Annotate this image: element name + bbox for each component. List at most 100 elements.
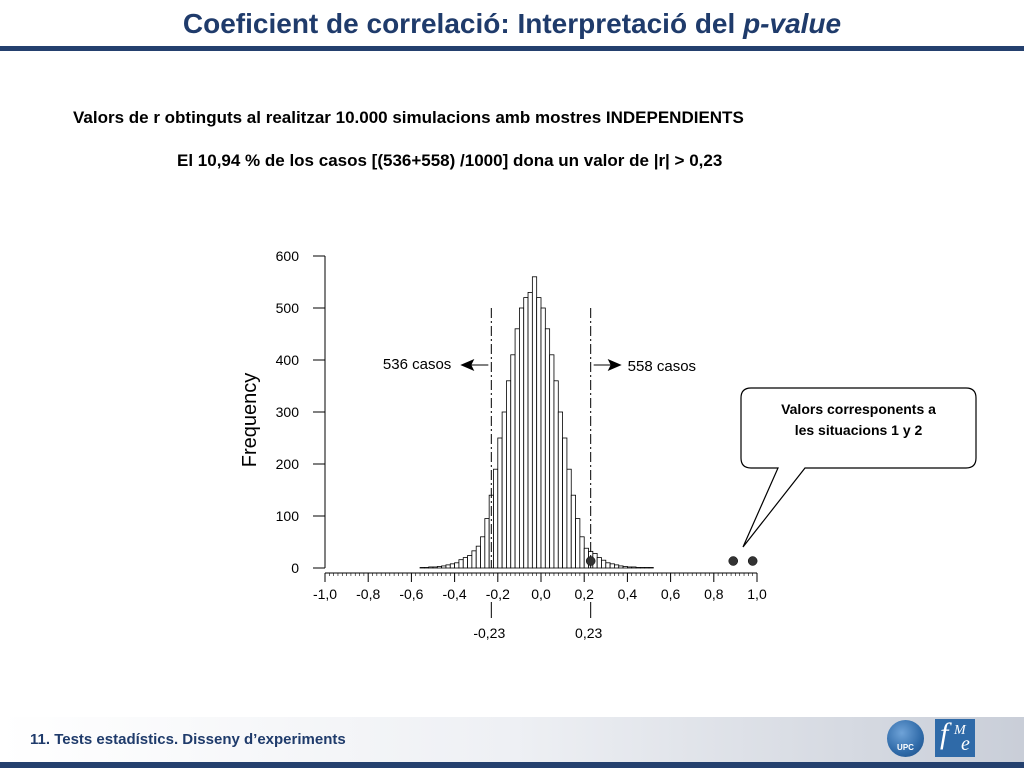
histogram-bar <box>536 297 542 569</box>
subtitle-simulations: Valors de r obtinguts al realitzar 10.00… <box>73 108 744 127</box>
histogram-bar <box>471 550 477 569</box>
highlight-points <box>585 556 758 566</box>
histogram-bar <box>527 291 533 569</box>
y-tick-label: 600 <box>276 248 300 264</box>
slide-title-italic: p-value <box>743 8 842 39</box>
x-tick-label: -0,8 <box>356 586 380 602</box>
histogram-bar <box>614 564 620 569</box>
histogram-bar <box>506 380 512 569</box>
histogram-bar <box>540 307 546 569</box>
histogram-bar <box>458 559 464 569</box>
histogram-bar <box>510 354 516 569</box>
histogram-bar <box>553 380 559 569</box>
histogram-bar <box>475 545 481 569</box>
x-axis: -1,0 -0,8 -0,6 -0,4 -0,2 0,0 0,2 0,4 0,6 0,8 1,0 <box>313 572 767 602</box>
histogram-bar <box>596 557 602 569</box>
x-tick-label: 1,0 <box>747 586 767 602</box>
histogram-bar <box>449 563 455 569</box>
histogram-bar <box>419 567 425 569</box>
histogram-bar <box>570 494 576 569</box>
x-tick-label: -1,0 <box>313 586 337 602</box>
histogram-bar <box>445 564 451 569</box>
histogram-bar <box>423 567 430 569</box>
histogram-bar <box>441 565 447 569</box>
histogram-bar <box>501 411 507 569</box>
cutoff-label: -0,23 <box>473 625 505 641</box>
x-tick-label: 0,2 <box>574 586 594 602</box>
histogram-bar <box>428 566 434 569</box>
histogram-bar <box>575 518 581 569</box>
fme-logo-e: e <box>961 733 970 755</box>
histogram-bar <box>454 562 460 569</box>
fme-logo-m: M <box>954 723 966 738</box>
histogram-bar <box>544 328 551 569</box>
histogram-bars <box>419 276 654 569</box>
histogram-bar <box>627 566 633 569</box>
histogram-bar <box>493 468 499 569</box>
y-tick-label: 0 <box>291 560 299 576</box>
x-tick-label: -0,2 <box>486 586 510 602</box>
histogram-bar <box>484 518 490 569</box>
slide-title-main: Coeficient de correlació: Interpretació … <box>182 8 744 39</box>
x-tick-label: 0,0 <box>531 586 551 602</box>
fme-logo: f M e <box>935 717 975 757</box>
footer-course-title: 11. Tests estadístics. Disseny d’experim… <box>30 731 346 748</box>
cutoff-lines: -0,23 0,23 <box>473 308 603 641</box>
histogram-bar <box>432 566 438 569</box>
histogram-bar <box>622 566 628 569</box>
situation-point <box>728 556 738 566</box>
x-tick-label: -0,6 <box>399 586 423 602</box>
annotations: 536 casos 558 casos <box>383 356 696 375</box>
histogram-bar <box>531 276 538 569</box>
arrow-left-head <box>460 359 475 371</box>
y-tick-label: 100 <box>276 508 300 524</box>
x-tick-label: 0,8 <box>704 586 724 602</box>
x-tick-label: 0,4 <box>618 586 638 602</box>
histogram-bar <box>609 563 615 569</box>
histogram-bar <box>562 437 568 569</box>
histogram-bar <box>605 562 611 569</box>
histogram-chart: 0 100 200 300 400 500 600 -1,0 -0,8 -0,6 -0,4 -0,2… <box>239 248 977 641</box>
histogram-bar <box>639 567 646 569</box>
histogram-bar <box>618 565 624 569</box>
footer-rule <box>0 762 1024 768</box>
title-underline <box>0 46 1024 51</box>
upc-logo: UPC <box>887 720 924 757</box>
y-tick-label: 500 <box>276 300 300 316</box>
y-tick-label: 200 <box>276 456 300 472</box>
histogram-bar <box>436 566 443 569</box>
histogram-bar <box>467 555 473 569</box>
histogram-bar <box>497 437 503 569</box>
histogram-bar <box>635 567 641 569</box>
slide-title: Coeficient de correlació: Interpretació … <box>0 8 1024 40</box>
y-tick-label: 300 <box>276 404 300 420</box>
histogram-bar <box>579 536 585 569</box>
fme-logo-f: f <box>940 717 949 750</box>
subtitle-percentage: El 10,94 % de los casos [(536+558) /1000… <box>177 151 723 170</box>
histogram-bar <box>462 557 468 569</box>
callout-line-1: Valors corresponents a <box>781 401 936 417</box>
histogram-bar <box>644 567 650 569</box>
y-axis-label: Frequency <box>239 373 261 468</box>
histogram-bar <box>601 559 607 569</box>
y-axis: 0 100 200 300 400 500 600 <box>276 248 326 576</box>
histogram-bar <box>519 307 525 569</box>
callout-bubble <box>740 387 977 548</box>
callout: Valors corresponents a les situacions 1 y… <box>740 387 977 548</box>
footer-bar <box>0 717 1024 763</box>
situation-point <box>585 556 596 566</box>
y-tick-label: 400 <box>276 352 300 368</box>
callout-line-2: les situacions 1 y 2 <box>795 422 923 438</box>
histogram-bar <box>566 468 572 569</box>
histogram-bar <box>648 567 654 569</box>
x-tick-label: 0,6 <box>661 586 681 602</box>
histogram-bar <box>557 411 564 569</box>
situation-point <box>747 556 758 566</box>
cutoff-label: 0,23 <box>575 625 602 641</box>
annotation-right-cases: 558 casos <box>628 358 696 375</box>
x-tick-label: -0,4 <box>443 586 467 602</box>
arrow-right-head <box>607 359 622 371</box>
histogram-bar <box>549 354 555 569</box>
histogram-bar <box>480 536 486 569</box>
histogram-bar <box>514 328 520 569</box>
